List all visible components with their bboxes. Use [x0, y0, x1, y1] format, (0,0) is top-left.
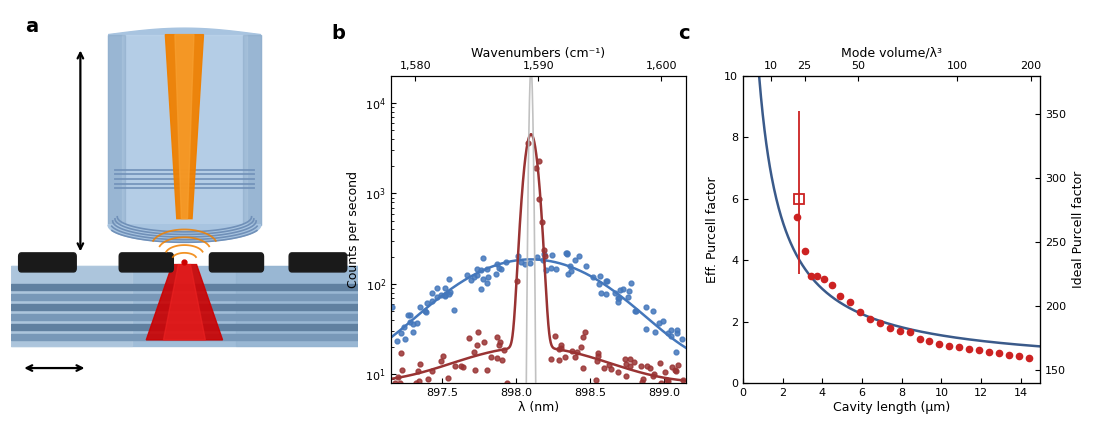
- FancyBboxPatch shape: [290, 253, 347, 272]
- FancyBboxPatch shape: [19, 253, 76, 272]
- Bar: [11, 266, 358, 346]
- Bar: [11, 284, 358, 290]
- Bar: [11, 314, 358, 320]
- Polygon shape: [146, 265, 222, 340]
- Bar: [122, 35, 247, 225]
- Bar: [11, 304, 358, 310]
- X-axis label: Wavenumbers (cm⁻¹): Wavenumbers (cm⁻¹): [471, 47, 606, 60]
- Bar: [11, 266, 132, 346]
- Text: b: b: [331, 24, 346, 43]
- X-axis label: λ (nm): λ (nm): [517, 401, 559, 414]
- Y-axis label: Ideal Purcell factor: Ideal Purcell factor: [1072, 171, 1084, 288]
- Text: a: a: [25, 17, 39, 36]
- Text: c: c: [678, 24, 689, 43]
- Polygon shape: [108, 28, 261, 35]
- Bar: [237, 266, 358, 346]
- Bar: [243, 35, 261, 225]
- Bar: [11, 334, 358, 340]
- Y-axis label: Counts per second: Counts per second: [347, 171, 360, 288]
- X-axis label: Mode volume/λ³: Mode volume/λ³: [841, 47, 942, 60]
- Polygon shape: [175, 35, 194, 219]
- Polygon shape: [108, 225, 261, 242]
- FancyBboxPatch shape: [119, 253, 173, 272]
- Bar: [108, 35, 261, 225]
- Bar: [11, 324, 358, 330]
- Polygon shape: [163, 265, 206, 340]
- Bar: [11, 294, 358, 300]
- Bar: [108, 35, 126, 225]
- FancyBboxPatch shape: [209, 253, 263, 272]
- Polygon shape: [165, 35, 204, 219]
- X-axis label: Cavity length (μm): Cavity length (μm): [833, 401, 950, 414]
- Y-axis label: Eff. Purcell factor: Eff. Purcell factor: [706, 176, 719, 283]
